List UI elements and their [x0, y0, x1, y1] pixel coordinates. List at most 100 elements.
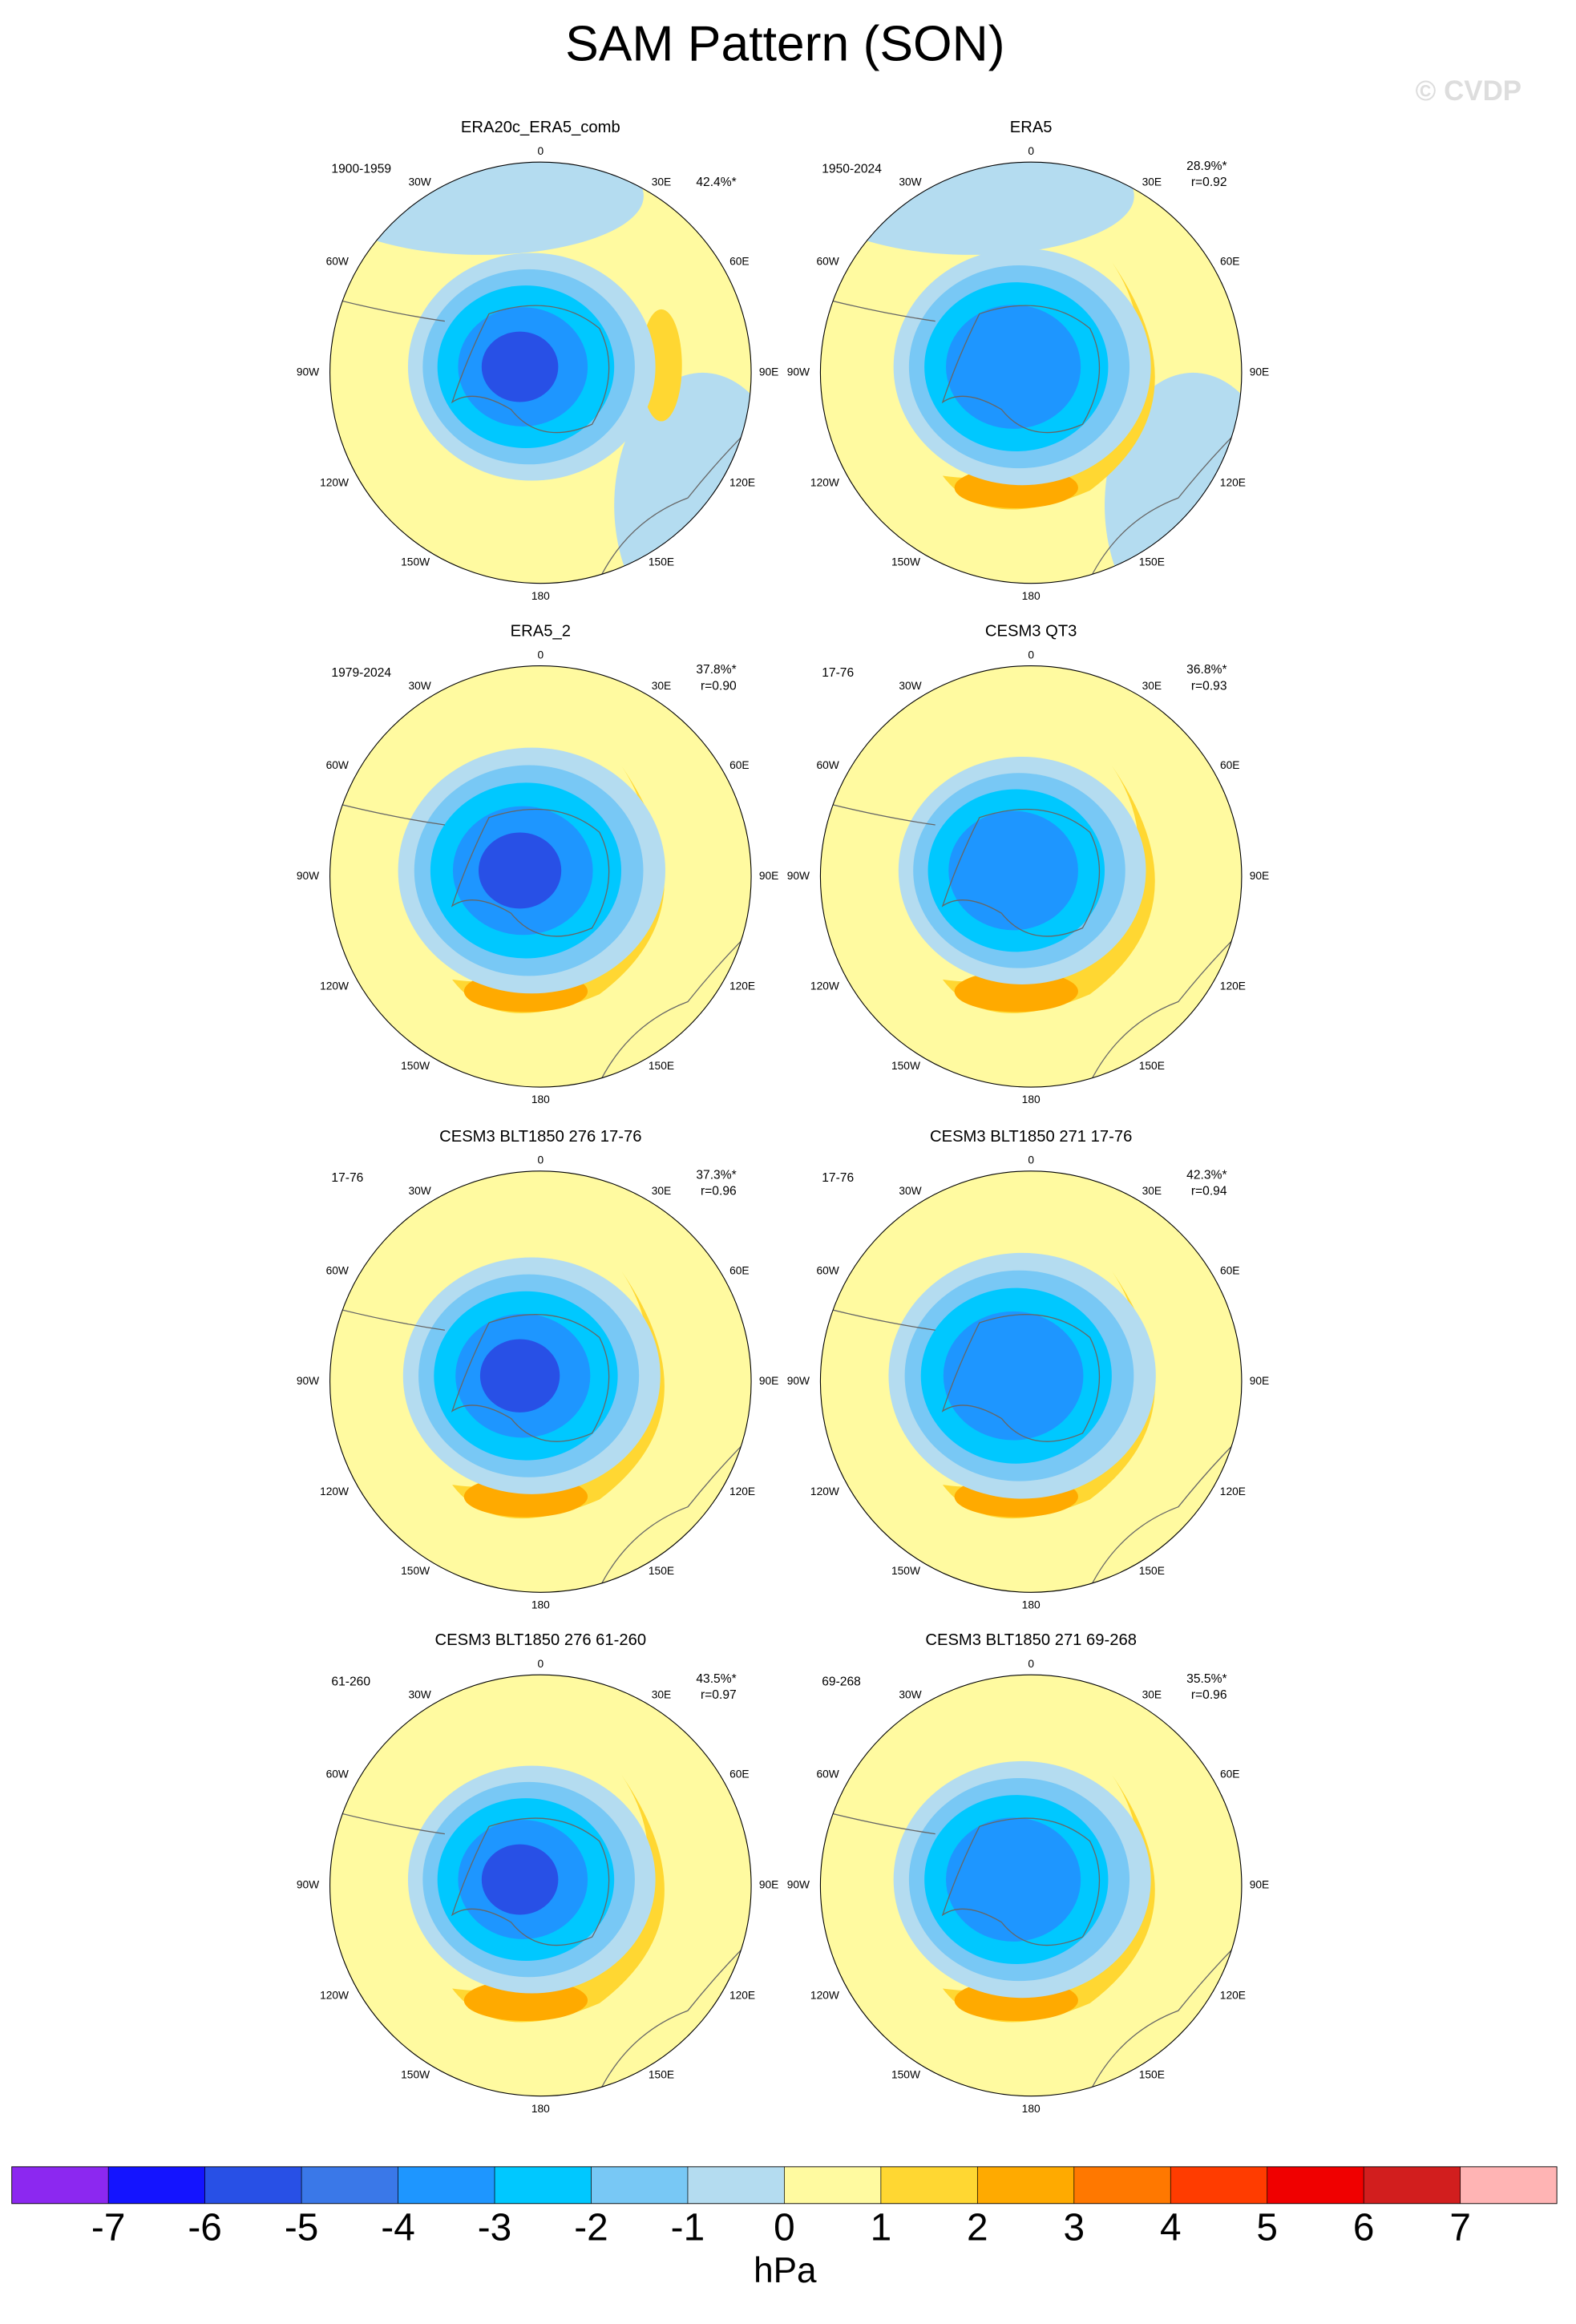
map: [820, 665, 1242, 1088]
panel-title: ERA20c_ERA5_comb: [461, 119, 620, 136]
negative-region: [946, 305, 1081, 429]
colorbar-tick-label: 4: [1160, 2206, 1182, 2249]
longitude-label: 150W: [891, 1565, 920, 1577]
variance-label: 28.9%*: [1186, 160, 1226, 173]
longitude-label: 150W: [401, 2069, 430, 2081]
longitude-label: 30E: [652, 1689, 672, 1701]
longitude-label: 120E: [729, 1989, 755, 2001]
longitude-label: 90E: [759, 870, 779, 882]
colorbar-tick-label: -4: [381, 2206, 414, 2249]
longitude-label: 120W: [810, 1485, 839, 1497]
longitude-label: 120E: [1220, 1989, 1246, 2001]
map-border: [329, 1674, 752, 2097]
longitude-label: 90W: [297, 1375, 319, 1387]
coastline: [333, 298, 445, 322]
longitude-label: 120W: [320, 1989, 349, 2001]
longitude-label: 90W: [787, 1879, 810, 1891]
longitude-label: 30W: [408, 176, 430, 188]
period-label: 17-76: [822, 1171, 854, 1185]
longitude-label: 30E: [1142, 176, 1162, 188]
panel-title: CESM3 BLT1850 276 17-76: [439, 1128, 641, 1146]
longitude-label: 120E: [729, 476, 755, 488]
pattern-correlation: r=0.97: [701, 1688, 737, 1702]
colorbar-box: [1460, 2166, 1558, 2204]
map-border: [329, 1170, 752, 1593]
longitude-label: 120W: [320, 476, 349, 488]
coastline: [333, 1811, 445, 1835]
map-border: [329, 161, 752, 584]
variance-label: 42.3%*: [1186, 1168, 1226, 1182]
longitude-label: 60E: [1220, 1768, 1239, 1780]
longitude-label: 30W: [899, 176, 921, 188]
longitude-label: 150E: [1139, 556, 1165, 568]
longitude-label: 30E: [1142, 1185, 1162, 1197]
period-label: 17-76: [822, 666, 854, 680]
colorbar-box: [977, 2166, 1074, 2204]
map: [329, 665, 752, 1088]
watermark: © CVDP: [1416, 75, 1521, 107]
longitude-label: 150W: [891, 2069, 920, 2081]
coastline: [451, 808, 610, 937]
longitude-label: 150E: [649, 2069, 674, 2081]
longitude-label: 60W: [326, 1768, 349, 1780]
longitude-label: 60E: [1220, 759, 1239, 771]
colorbar-box: [1073, 2166, 1171, 2204]
coastline: [451, 1314, 610, 1442]
longitude-label: 120W: [320, 980, 349, 992]
map-border: [819, 665, 1243, 1088]
map-border: [329, 665, 752, 1088]
panel-title: CESM3 QT3: [985, 623, 1077, 641]
longitude-label: 0: [537, 649, 544, 661]
longitude-label: 30W: [408, 680, 430, 692]
longitude-label: 90E: [759, 366, 779, 378]
longitude-label: 120E: [729, 1485, 755, 1497]
map-border: [819, 1170, 1243, 1593]
colorbar-box: [495, 2166, 592, 2204]
map: [329, 1675, 752, 2096]
colorbar-tick-label: 5: [1256, 2206, 1278, 2249]
map: [820, 162, 1242, 584]
colorbar-box: [108, 2166, 205, 2204]
colorbar-tick-label: 6: [1353, 2206, 1375, 2249]
coastline: [1089, 1440, 1238, 1589]
positive-region: [820, 162, 1134, 255]
longitude-label: 180: [1022, 1599, 1041, 1611]
longitude-label: 120W: [810, 476, 839, 488]
colorbar-tick-label: -7: [91, 2206, 125, 2249]
pattern-correlation: r=0.92: [1191, 176, 1227, 189]
longitude-label: 150E: [649, 556, 674, 568]
longitude-label: 60W: [326, 759, 349, 771]
longitude-label: 30E: [1142, 680, 1162, 692]
negative-region: [481, 331, 559, 402]
colorbar-box: [687, 2166, 785, 2204]
longitude-label: 0: [1028, 1154, 1034, 1166]
longitude-label: 150E: [1139, 1565, 1165, 1577]
pattern-correlation: r=0.94: [1191, 1185, 1227, 1198]
coastline: [824, 1811, 935, 1835]
coastline: [824, 298, 935, 322]
colorbar-box: [204, 2166, 302, 2204]
longitude-label: 60E: [729, 1264, 749, 1276]
coastline: [941, 808, 1101, 937]
longitude-label: 180: [531, 590, 550, 602]
longitude-label: 60E: [729, 256, 749, 268]
longitude-label: 60W: [816, 1768, 839, 1780]
negative-region: [479, 1339, 560, 1413]
pattern-correlation: r=0.96: [1191, 1688, 1227, 1702]
longitude-label: 90E: [1250, 870, 1270, 882]
variance-label: 37.3%*: [696, 1168, 736, 1182]
negative-region: [943, 1311, 1084, 1441]
longitude-label: 120E: [1220, 980, 1246, 992]
colorbar-tick-label: -6: [188, 2206, 221, 2249]
map: [329, 1170, 752, 1593]
variance-label: 43.5%*: [696, 1672, 736, 1686]
coastline: [941, 1314, 1101, 1442]
longitude-label: 60W: [816, 759, 839, 771]
longitude-label: 180: [531, 1599, 550, 1611]
longitude-label: 0: [1028, 145, 1034, 157]
longitude-label: 180: [531, 2103, 550, 2115]
coastline: [824, 1308, 935, 1331]
panel-title: ERA5: [1010, 119, 1053, 136]
longitude-label: 120W: [810, 1989, 839, 2001]
